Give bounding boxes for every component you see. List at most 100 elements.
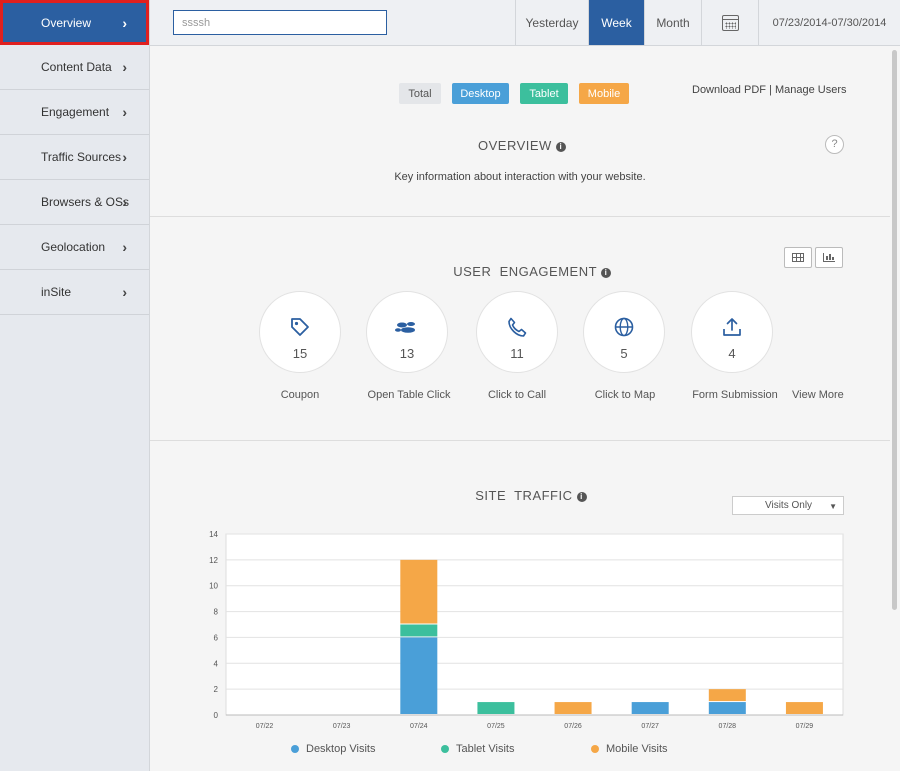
- range-month-button[interactable]: Month: [644, 0, 701, 45]
- engagement-label: Open Table Click: [367, 389, 451, 401]
- legend-tablet[interactable]: Tablet Visits: [441, 743, 515, 755]
- engagement-value: 5: [620, 346, 628, 361]
- sidebar-item-content-data[interactable]: Content Data ›: [0, 45, 149, 90]
- bar-segment: [631, 702, 669, 714]
- y-tick-label: 12: [209, 556, 218, 565]
- traffic-title-text: SITE TRAFFIC: [475, 488, 573, 503]
- y-tick-label: 8: [214, 608, 219, 617]
- x-tick-label: 07/29: [796, 723, 814, 730]
- bar-segment: [554, 702, 592, 714]
- visits-select-value: Visits Only: [765, 500, 813, 511]
- engagement-card-open-table[interactable]: 13: [366, 291, 448, 373]
- help-icon[interactable]: ?: [825, 135, 844, 154]
- sidebar-item-engagement[interactable]: Engagement ›: [0, 90, 149, 135]
- engagement-card-form-submission[interactable]: 4: [691, 291, 773, 373]
- scrollbar[interactable]: [892, 50, 897, 610]
- tag-icon: [260, 316, 340, 343]
- sidebar-item-traffic-sources[interactable]: Traffic Sources ›: [0, 135, 149, 180]
- engagement-label: Form Submission: [692, 389, 778, 401]
- engagement-label: Coupon: [280, 389, 320, 401]
- engagement-value: 11: [510, 346, 524, 361]
- sidebar-item-label: Traffic Sources: [41, 150, 122, 164]
- view-more-link[interactable]: View More: [792, 389, 844, 401]
- filter-tablet-button[interactable]: Tablet: [520, 83, 568, 104]
- bar-segment: [708, 702, 746, 714]
- engagement-card-click-to-map[interactable]: 5: [583, 291, 665, 373]
- sidebar-item-label: Geolocation: [41, 240, 106, 254]
- section-divider: [150, 440, 890, 441]
- section-divider: [150, 216, 890, 217]
- overview-title-text: OVERVIEW: [478, 138, 552, 153]
- legend-desktop[interactable]: Desktop Visits: [291, 743, 376, 755]
- chart-view-button[interactable]: [815, 247, 843, 268]
- info-icon[interactable]: i: [601, 268, 612, 278]
- engagement-card-coupon[interactable]: 15: [259, 291, 341, 373]
- chevron-right-icon: ›: [122, 284, 127, 300]
- legend-dot: [441, 745, 449, 753]
- engagement-title-text: USER ENGAGEMENT: [453, 264, 598, 279]
- y-tick-label: 2: [214, 685, 219, 694]
- x-tick-label: 07/24: [410, 723, 428, 730]
- overview-title: OVERVIEW i: [478, 138, 566, 153]
- sidebar-item-label: Engagement: [41, 105, 110, 119]
- y-tick-label: 10: [209, 582, 218, 591]
- filter-mobile-button[interactable]: Mobile: [579, 83, 629, 104]
- link-separator: |: [765, 84, 775, 96]
- manage-users-link[interactable]: Manage Users: [774, 84, 847, 96]
- table-view-button[interactable]: [784, 247, 812, 268]
- range-week-button[interactable]: Week: [588, 0, 644, 45]
- header: Yesterday Week Month 07/23/2014-07/30/20…: [150, 0, 900, 46]
- calendar-button[interactable]: [701, 0, 758, 45]
- legend-label: Tablet Visits: [456, 743, 515, 755]
- chevron-down-icon: ▼: [829, 502, 837, 511]
- legend-dot: [291, 745, 299, 753]
- sidebar-item-label: Browsers & OSs: [41, 195, 130, 209]
- legend-mobile[interactable]: Mobile Visits: [591, 743, 668, 755]
- bar-segment: [785, 702, 823, 714]
- calendar-icon: [721, 14, 739, 31]
- x-tick-label: 07/23: [333, 723, 351, 730]
- sidebar-item-overview[interactable]: Overview ›: [0, 0, 149, 45]
- chevron-right-icon: ›: [122, 14, 127, 31]
- sidebar-item-label: inSite: [41, 285, 72, 299]
- legend-dot: [591, 745, 599, 753]
- chevron-right-icon: ›: [122, 149, 127, 165]
- x-tick-label: 07/28: [719, 723, 737, 730]
- upload-icon: [692, 316, 772, 343]
- sidebar-item-browsers-oss[interactable]: Browsers & OSs ›: [0, 180, 149, 225]
- engagement-label: Click to Call: [487, 389, 547, 401]
- info-icon[interactable]: i: [576, 492, 587, 502]
- chevron-right-icon: ›: [122, 239, 127, 255]
- filter-total-button[interactable]: Total: [399, 83, 441, 104]
- filter-desktop-button[interactable]: Desktop: [452, 83, 509, 104]
- engagement-card-click-to-call[interactable]: 11: [476, 291, 558, 373]
- y-tick-label: 14: [209, 530, 218, 539]
- x-tick-label: 07/22: [256, 723, 274, 730]
- download-pdf-link[interactable]: Download PDF: [692, 84, 766, 96]
- sidebar-item-geolocation[interactable]: Geolocation ›: [0, 225, 149, 270]
- sidebar-item-label: Overview: [41, 15, 92, 30]
- engagement-title: USER ENGAGEMENT i: [445, 249, 612, 279]
- search-input[interactable]: [173, 10, 387, 35]
- table-icon: [792, 253, 804, 262]
- sidebar-item-insite[interactable]: inSite ›: [0, 270, 149, 315]
- range-yesterday-button[interactable]: Yesterday: [515, 0, 588, 45]
- info-icon[interactable]: i: [555, 142, 566, 152]
- date-range-label[interactable]: 07/23/2014-07/30/2014: [758, 0, 900, 45]
- x-tick-label: 07/27: [641, 723, 659, 730]
- bar-segment: [400, 559, 438, 624]
- sidebar: Overview › Content Data › Engagement › T…: [0, 0, 150, 771]
- engagement-label: Click to Map: [594, 389, 656, 401]
- sidebar-item-label: Content Data: [41, 60, 112, 74]
- engagement-value: 13: [399, 346, 415, 361]
- legend-label: Desktop Visits: [306, 743, 376, 755]
- bar-segment: [477, 702, 515, 714]
- y-tick-label: 6: [214, 633, 219, 642]
- header-links: Download PDF | Manage Users: [692, 84, 847, 96]
- engagement-value: 4: [728, 346, 736, 361]
- visits-select[interactable]: Visits Only ▼: [732, 496, 844, 515]
- phone-icon: [477, 316, 557, 343]
- chevron-right-icon: ›: [122, 59, 127, 75]
- bar-segment: [400, 637, 438, 714]
- chevron-right-icon: ›: [122, 194, 127, 210]
